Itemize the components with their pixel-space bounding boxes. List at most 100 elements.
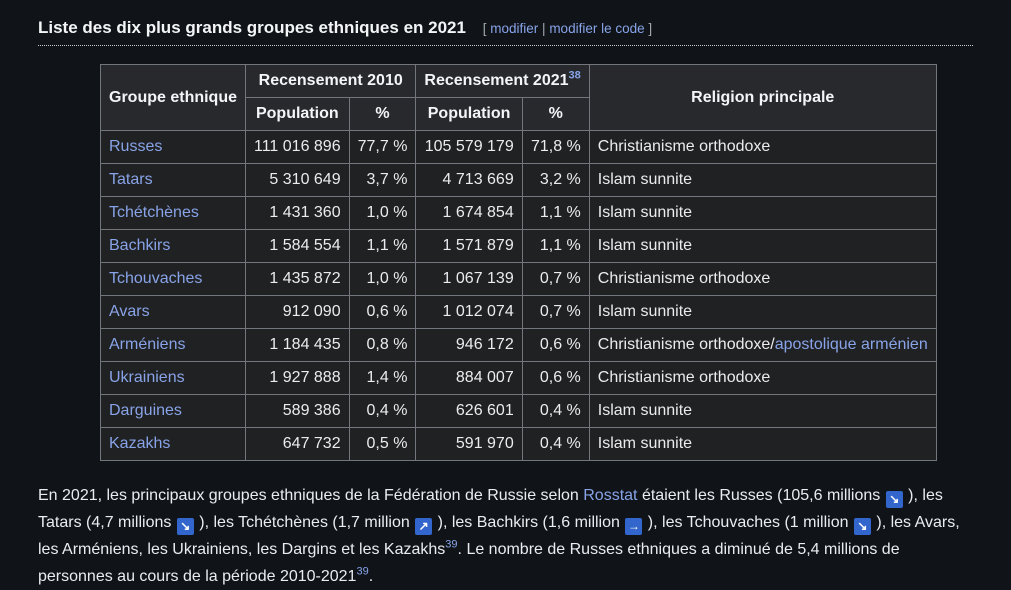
table-row: Bachkirs 1 584 554 1,1 % 1 571 879 1,1 %… (100, 229, 937, 263)
population-2010-cell: 1 584 554 (245, 229, 350, 263)
religion-text: Islam sunnite (597, 402, 693, 419)
religion-cell: Islam sunnite (588, 394, 937, 428)
decrease-icon: ↘ (885, 491, 903, 508)
percent-2021-cell: 0,4 % (521, 394, 590, 428)
col-header-group: Groupe ethnique (100, 64, 246, 131)
ethnic-group-link[interactable]: Tchétchènes (109, 204, 199, 221)
ethnic-groups-table: Groupe ethnique Recensement 2010 Recense… (100, 64, 937, 461)
ethnic-group-link[interactable]: Tchouvaches (109, 270, 203, 287)
ref-39-link[interactable]: 39 (356, 565, 369, 578)
percent-2010-cell: 1,4 % (348, 361, 417, 395)
decrease-icon: ↘ (853, 518, 871, 535)
percent-2021-cell: 3,2 % (521, 163, 590, 197)
religion-text: Islam sunnite (597, 303, 693, 320)
ethnic-group-link[interactable]: Bachkirs (109, 237, 171, 254)
edit-separator: | (542, 21, 546, 36)
percent-2021-cell: 0,7 % (521, 262, 590, 296)
table-row: Tatars 5 310 649 3,7 % 4 713 669 3,2 % I… (100, 163, 937, 197)
percent-2010-cell: 1,0 % (348, 262, 417, 296)
section-title: Liste des dix plus grands groupes ethniq… (38, 18, 466, 37)
ethnic-group-link[interactable]: Arméniens (109, 336, 186, 353)
edit-bracket-open: [ (482, 21, 487, 36)
percent-2010-cell: 3,7 % (348, 163, 417, 197)
population-2010-cell: 1 431 360 (245, 196, 350, 230)
percent-2021-cell: 1,1 % (521, 229, 590, 263)
table-row: Avars 912 090 0,6 % 1 012 074 0,7 % Isla… (100, 295, 937, 329)
population-2021-cell: 1 012 074 (415, 295, 523, 329)
edit-link[interactable]: modifier (490, 21, 539, 36)
religion-text: Christianisme orthodoxe (597, 369, 771, 386)
percent-2010-cell: 77,7 % (348, 130, 417, 164)
ref-39-link[interactable]: 39 (445, 538, 458, 551)
table-row: Tchétchènes 1 431 360 1,0 % 1 674 854 1,… (100, 196, 937, 230)
ethnic-group-link[interactable]: Avars (109, 303, 150, 320)
increase-icon: ↗ (415, 518, 433, 535)
edit-bracket-close: ] (648, 21, 653, 36)
ethnic-group-link[interactable]: Darguines (109, 402, 182, 419)
percent-2010-cell: 1,0 % (348, 196, 417, 230)
population-2021-cell: 105 579 179 (415, 130, 523, 164)
population-2021-cell: 4 713 669 (415, 163, 523, 197)
population-2021-cell: 1 571 879 (415, 229, 523, 263)
percent-2021-cell: 0,6 % (521, 328, 590, 362)
religion-text: Islam sunnite (597, 237, 693, 254)
percent-2021-cell: 1,1 % (521, 196, 590, 230)
population-2010-cell: 1 927 888 (245, 361, 350, 395)
religion-cell: Christianisme orthodoxe (588, 361, 937, 395)
religion-cell: Islam sunnite (588, 229, 937, 263)
ethnic-group-link[interactable]: Russes (109, 138, 163, 155)
decrease-icon: ↘ (176, 518, 194, 535)
religion-text: Christianisme orthodoxe (597, 270, 771, 287)
religion-text: Islam sunnite (597, 171, 693, 188)
section-heading: Liste des dix plus grands groupes ethniq… (38, 18, 973, 46)
table-row: Kazakhs 647 732 0,5 % 591 970 0,4 % Isla… (100, 427, 937, 461)
religion-text: Islam sunnite (597, 435, 693, 452)
religion-cell: Islam sunnite (588, 295, 937, 329)
percent-2021-cell: 0,7 % (521, 295, 590, 329)
population-2021-cell: 946 172 (415, 328, 523, 362)
religion-text: Christianisme orthodoxe (597, 138, 771, 155)
percent-2010-cell: 0,6 % (348, 295, 417, 329)
population-2010-cell: 1 435 872 (245, 262, 350, 296)
col-header-population-2021: Population (415, 97, 523, 131)
table-row: Arméniens 1 184 435 0,8 % 946 172 0,6 % … (100, 328, 937, 362)
religion-cell: Christianisme orthodoxe/apostolique armé… (588, 328, 937, 362)
population-2010-cell: 912 090 (245, 295, 350, 329)
ethnic-group-link[interactable]: Tatars (109, 171, 153, 188)
religion-text: Christianisme orthodoxe/ (597, 336, 775, 353)
rosstat-link[interactable]: Rosstat (583, 487, 638, 504)
summary-paragraph: En 2021, les principaux groupes ethnique… (38, 487, 960, 585)
edit-code-link[interactable]: modifier le code (549, 21, 645, 36)
reference-sup: 39 (356, 566, 368, 578)
population-2010-cell: 5 310 649 (245, 163, 350, 197)
population-2010-cell: 1 184 435 (245, 328, 350, 362)
ethnic-group-link[interactable]: Ukrainiens (109, 369, 185, 386)
population-2021-cell: 1 674 854 (415, 196, 523, 230)
reference-sup: 39 (445, 539, 457, 551)
steady-icon: → (625, 518, 643, 535)
religion-cell: Islam sunnite (588, 196, 937, 230)
col-header-percent-2021: % (521, 97, 590, 131)
ethnic-group-link[interactable]: Kazakhs (109, 435, 171, 452)
religion-cell: Islam sunnite (588, 163, 937, 197)
population-2021-cell: 884 007 (415, 361, 523, 395)
population-2021-cell: 591 970 (415, 427, 523, 461)
table-row: Darguines 589 386 0,4 % 626 601 0,4 % Is… (100, 394, 937, 428)
percent-2010-cell: 0,4 % (348, 394, 417, 428)
col-header-religion: Religion principale (588, 64, 937, 131)
col-header-census-2010: Recensement 2010 (244, 64, 417, 98)
edit-section: [ modifier | modifier le code ] (479, 21, 652, 36)
religion-text: Islam sunnite (597, 204, 693, 221)
percent-2021-cell: 71,8 % (521, 130, 590, 164)
percent-2010-cell: 0,5 % (348, 427, 417, 461)
col-header-census-2021: Recensement 202138 (415, 64, 590, 98)
ref-38-link[interactable]: 38 (568, 69, 581, 82)
population-2021-cell: 1 067 139 (415, 262, 523, 296)
col-header-population-2010: Population (245, 97, 350, 131)
population-2010-cell: 111 016 896 (245, 130, 350, 164)
religion-link[interactable]: apostolique arménien (774, 336, 928, 353)
reference-sup: 38 (569, 70, 581, 82)
table-row: Russes 111 016 896 77,7 % 105 579 179 71… (100, 130, 937, 164)
population-2010-cell: 647 732 (245, 427, 350, 461)
